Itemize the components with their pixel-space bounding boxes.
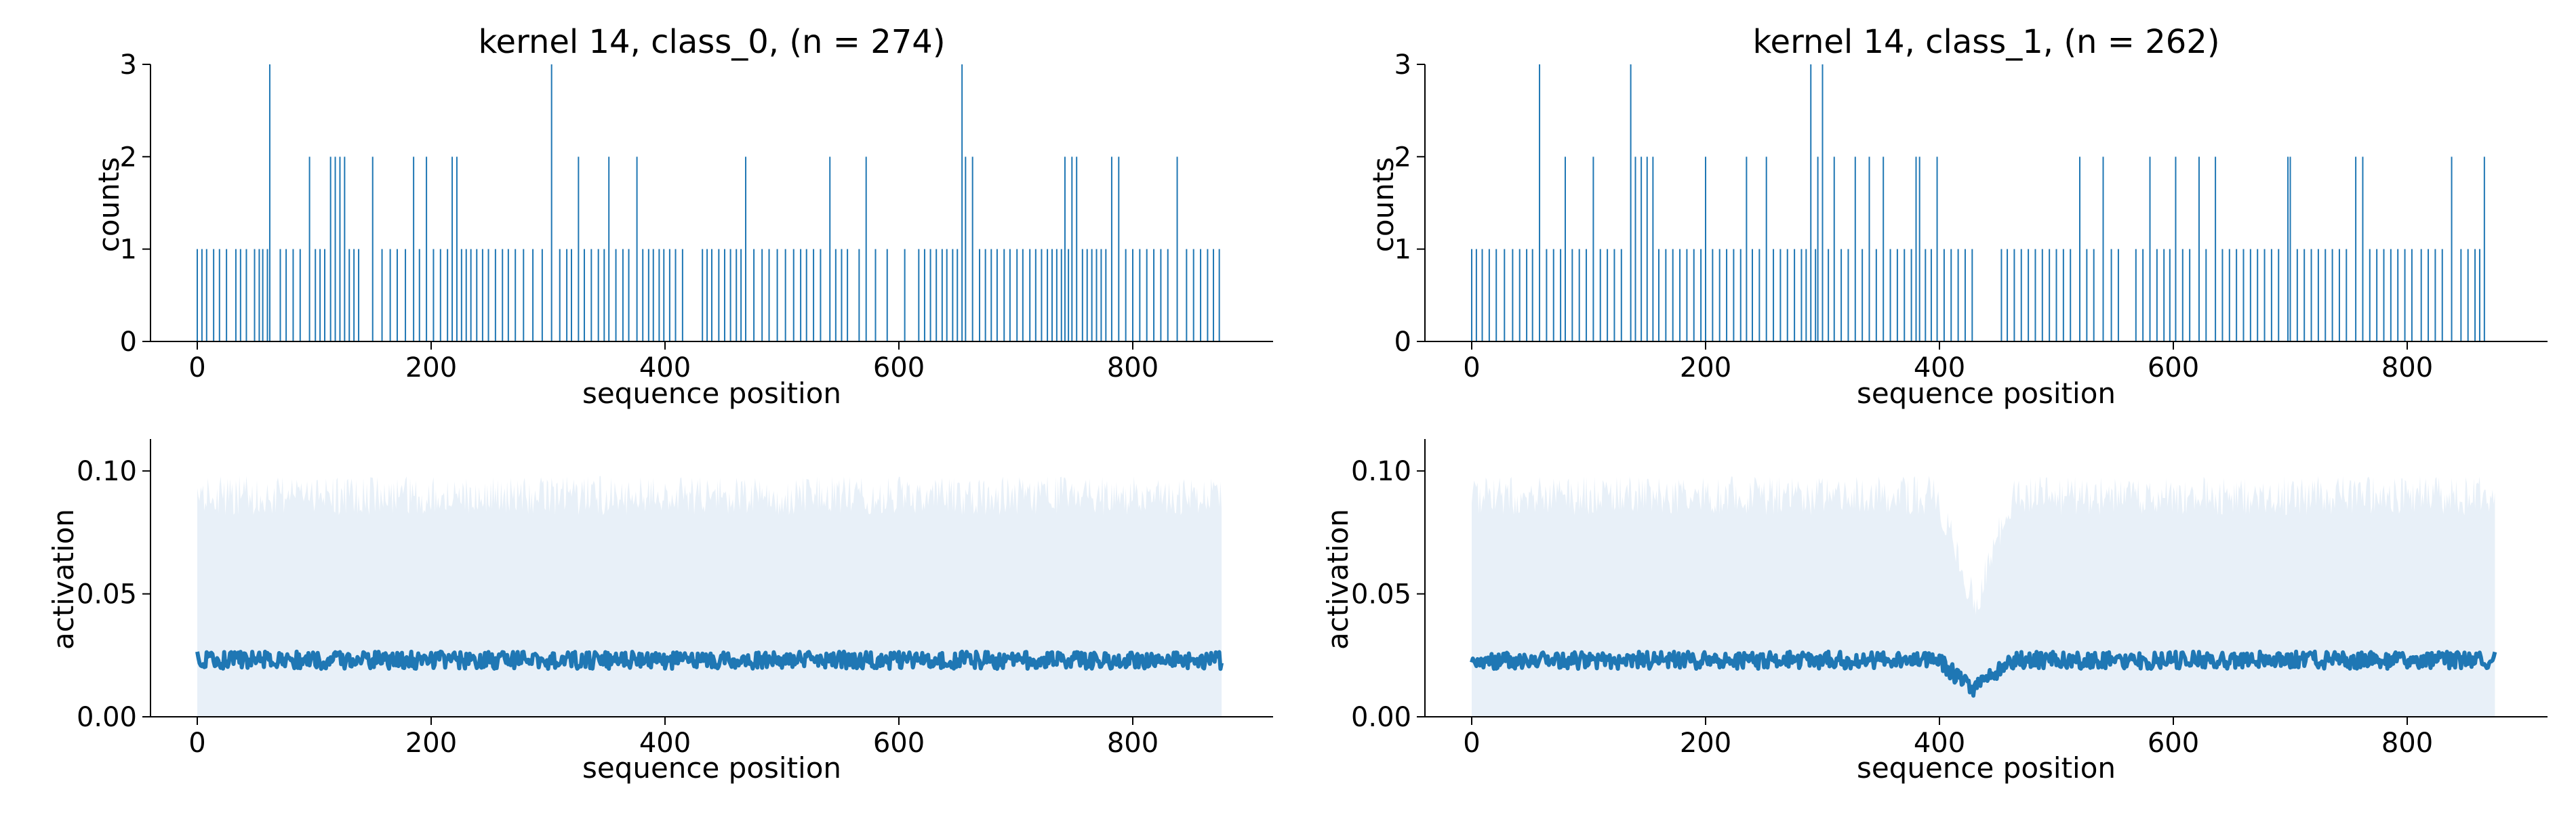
histogram-panel-class1: kernel 14, class_1, (n = 262) sequence p… xyxy=(1367,23,2548,410)
y-tick-label: 3 xyxy=(120,49,137,81)
x-axis-label: sequence position xyxy=(1857,751,2116,785)
y-tick-label: 0.05 xyxy=(1351,579,1411,610)
x-axis-label: sequence position xyxy=(1857,377,2116,410)
x-tick-label: 400 xyxy=(1914,352,1965,383)
x-tick-label: 800 xyxy=(1107,728,1159,759)
y-tick-label: 1 xyxy=(1394,234,1411,266)
activation-band xyxy=(197,476,1222,717)
x-tick-label: 0 xyxy=(188,728,205,759)
y-axis-label: counts xyxy=(92,157,125,252)
histogram-panel-class0: kernel 14, class_0, (n = 274) sequence p… xyxy=(92,23,1273,410)
y-tick-label: 0.10 xyxy=(77,456,137,487)
x-tick-label: 600 xyxy=(2148,728,2199,759)
chart-title: kernel 14, class_1, (n = 262) xyxy=(1752,23,2219,61)
y-tick-label: 3 xyxy=(1394,49,1411,81)
x-axis-label: sequence position xyxy=(582,751,841,785)
y-tick-label: 2 xyxy=(120,142,137,173)
activation-panel-class1: sequence position activation 0 200 400 600 8… xyxy=(1321,439,2548,785)
x-tick-label: 200 xyxy=(1680,728,1731,759)
mean-activation-line xyxy=(1470,649,2497,698)
histogram-bars xyxy=(197,64,1220,341)
x-tick-label: 400 xyxy=(639,352,691,383)
x-tick-label: 0 xyxy=(1463,728,1480,759)
y-tick-label: 0 xyxy=(1394,327,1411,358)
x-tick-label: 800 xyxy=(1107,352,1159,383)
y-tick-label: 0.10 xyxy=(1351,456,1411,487)
chart-title: kernel 14, class_0, (n = 274) xyxy=(478,23,945,61)
y-tick-label: 2 xyxy=(1394,142,1411,173)
mean-activation-line xyxy=(195,649,1224,671)
activation-panel-class0: sequence position activation 0 200 400 600 8… xyxy=(47,439,1273,785)
x-tick-label: 600 xyxy=(2148,352,2199,383)
y-tick-label: 0.00 xyxy=(1351,702,1411,733)
histogram-bars xyxy=(1471,64,2485,341)
y-tick-label: 0 xyxy=(120,327,137,358)
x-tick-label: 200 xyxy=(405,352,457,383)
x-tick-label: 400 xyxy=(639,728,691,759)
y-tick-label: 0.00 xyxy=(77,702,137,733)
y-axis-label: counts xyxy=(1367,157,1400,252)
y-axis-label: activation xyxy=(47,509,80,650)
y-tick-label: 1 xyxy=(120,234,137,266)
x-axis-label: sequence position xyxy=(582,377,841,410)
x-tick-label: 600 xyxy=(873,728,925,759)
x-tick-label: 800 xyxy=(2381,352,2433,383)
x-tick-label: 400 xyxy=(1914,728,1965,759)
y-tick-label: 0.05 xyxy=(77,579,137,610)
x-tick-label: 600 xyxy=(873,352,925,383)
x-tick-label: 0 xyxy=(1463,352,1480,383)
y-axis-label: activation xyxy=(1321,509,1354,650)
x-tick-label: 800 xyxy=(2381,728,2433,759)
x-tick-label: 200 xyxy=(1680,352,1731,383)
x-tick-label: 200 xyxy=(405,728,457,759)
x-tick-label: 0 xyxy=(188,352,205,383)
